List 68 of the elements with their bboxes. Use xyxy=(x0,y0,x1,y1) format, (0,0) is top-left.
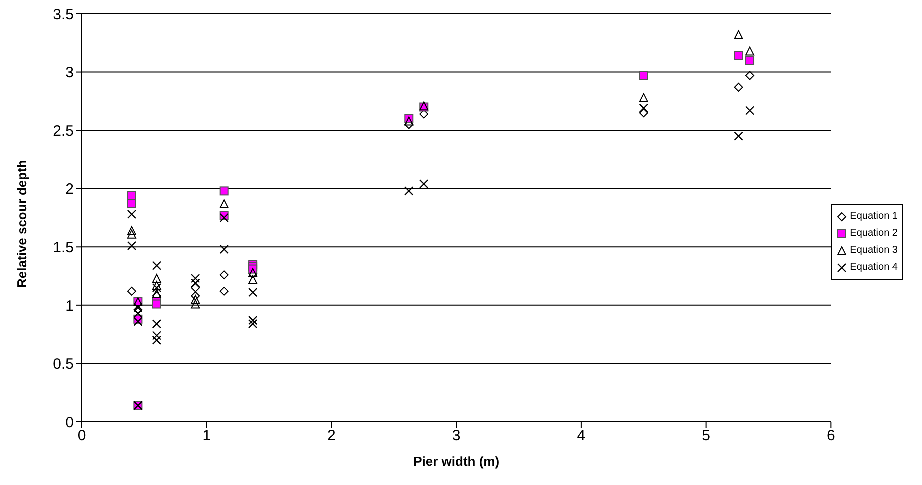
x-tick-label: 1 xyxy=(202,428,212,445)
y-tick-label: 3 xyxy=(66,64,74,82)
point xyxy=(404,116,414,126)
point xyxy=(220,200,229,209)
point xyxy=(220,244,229,254)
point xyxy=(220,270,229,280)
point xyxy=(220,286,229,296)
point xyxy=(639,71,648,80)
y-axis-title: Relative scour depth xyxy=(14,160,30,288)
y-tick-label: 0.5 xyxy=(53,356,74,374)
point xyxy=(404,186,414,196)
point xyxy=(220,213,229,223)
point xyxy=(127,226,136,236)
x-tick-label: 0 xyxy=(78,428,86,445)
point xyxy=(152,336,162,345)
point xyxy=(191,283,200,292)
x-axis-title: Pier width (m) xyxy=(414,454,500,469)
legend-label: Equation 4 xyxy=(850,262,898,273)
legend-label: Equation 1 xyxy=(850,211,898,222)
x-tick-label: 6 xyxy=(827,428,836,445)
legend-label: Equation 3 xyxy=(850,245,898,256)
point xyxy=(734,30,744,40)
point xyxy=(248,275,258,284)
point xyxy=(152,300,162,309)
point xyxy=(639,108,648,118)
y-tick-label: 2 xyxy=(66,181,74,198)
y-tick-label: 1 xyxy=(66,298,74,315)
point xyxy=(127,241,137,251)
x-tick-label: 2 xyxy=(328,428,336,445)
x-tick-label: 4 xyxy=(577,428,586,445)
point xyxy=(127,286,136,296)
x-tick-label: 3 xyxy=(452,428,461,445)
point xyxy=(191,300,200,309)
y-tick-label: 0 xyxy=(66,414,74,432)
point xyxy=(191,295,200,304)
x-tick-label: 5 xyxy=(702,428,710,445)
point xyxy=(420,180,429,189)
y-tick-label: 3.5 xyxy=(53,6,74,24)
point xyxy=(220,186,229,196)
point xyxy=(127,200,136,209)
point xyxy=(746,56,755,66)
point xyxy=(152,289,162,298)
point xyxy=(152,261,162,270)
legend-label: Equation 2 xyxy=(850,228,898,239)
point xyxy=(248,316,258,326)
point xyxy=(191,292,200,301)
point xyxy=(152,283,162,293)
point xyxy=(248,288,258,298)
point xyxy=(746,71,755,80)
point xyxy=(152,331,162,340)
point xyxy=(745,106,755,116)
y-tick-label: 1.5 xyxy=(53,239,74,256)
point xyxy=(127,230,136,239)
point xyxy=(152,281,162,290)
point xyxy=(127,210,137,220)
point xyxy=(248,319,258,329)
point xyxy=(734,82,744,92)
point xyxy=(191,278,200,288)
point xyxy=(152,319,162,329)
point xyxy=(639,104,648,114)
point xyxy=(639,93,648,102)
point xyxy=(127,191,136,200)
y-tick-label: 2.5 xyxy=(53,122,74,140)
point xyxy=(734,51,744,60)
point xyxy=(191,274,200,284)
point xyxy=(152,274,162,284)
point xyxy=(734,132,744,141)
point xyxy=(746,46,755,56)
